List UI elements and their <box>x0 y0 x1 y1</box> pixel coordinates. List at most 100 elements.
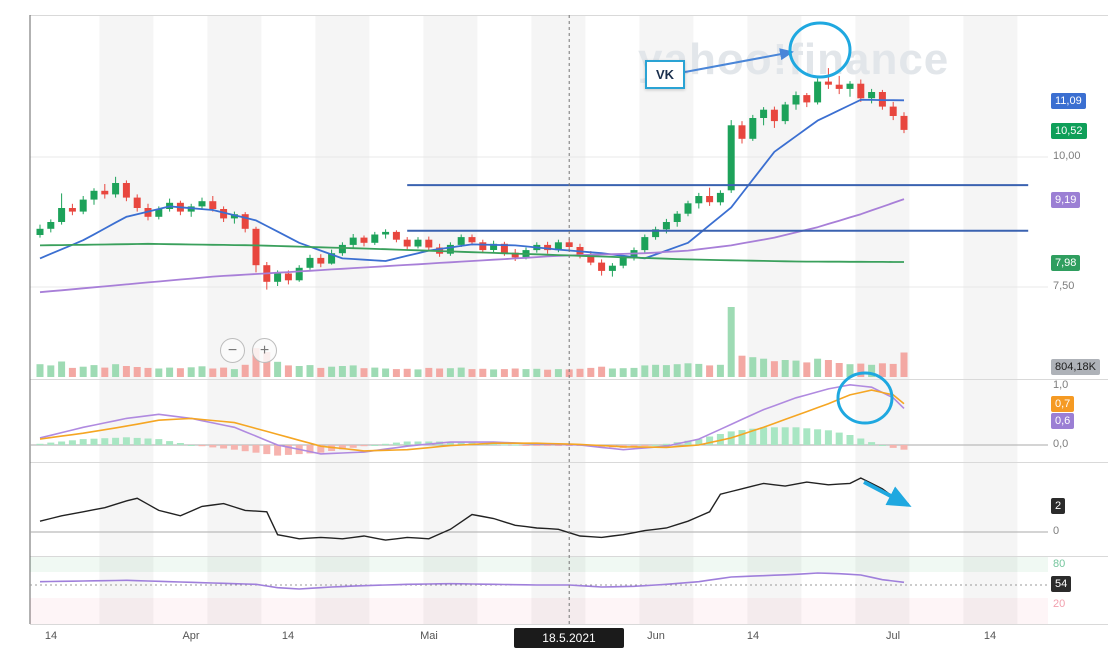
macd-histogram-bar <box>47 442 55 445</box>
volume-bar <box>533 368 541 377</box>
volume-bar <box>554 369 562 377</box>
macd-histogram-bar <box>263 445 271 455</box>
volume-bar <box>436 368 444 377</box>
volume-bar <box>403 368 411 377</box>
macd-histogram-bar <box>900 445 908 450</box>
zoom-in-button[interactable]: + <box>252 338 277 363</box>
volume-bar <box>133 367 141 377</box>
volume-bar <box>457 367 465 377</box>
volume-bar <box>47 365 55 377</box>
candle-body <box>749 118 757 139</box>
macd-histogram-bar <box>878 445 886 446</box>
oscillator-zero-label: 0 <box>1053 525 1060 537</box>
volume-bar <box>425 367 433 377</box>
candlestick-series <box>36 68 908 290</box>
macd-histogram-bar <box>382 443 390 445</box>
volume-bar <box>846 364 854 377</box>
macd-line-tag: 0,6 <box>1051 413 1075 429</box>
volume-bar <box>274 361 282 377</box>
candle-body <box>295 267 303 281</box>
macd-histogram-bar <box>749 428 757 445</box>
macd-histogram-bar <box>122 437 130 445</box>
macd-histogram-bar <box>824 430 832 446</box>
macd-histogram-bar <box>490 443 498 445</box>
week-stripe <box>855 15 910 624</box>
candle-body <box>79 199 87 212</box>
candle-body <box>382 231 390 235</box>
volume-bar <box>598 366 606 377</box>
volume-series <box>36 307 908 377</box>
candle-body <box>835 84 843 89</box>
vk-annotation-label[interactable]: VK <box>645 60 685 89</box>
week-stripe <box>639 15 694 624</box>
candle-body <box>738 125 746 139</box>
candle-body <box>274 273 282 282</box>
macd-histogram-bar <box>144 438 152 445</box>
macd-histogram-bar <box>349 445 357 448</box>
macd-histogram-bar <box>101 438 109 445</box>
candle-body <box>230 214 238 219</box>
macd-line <box>39 383 905 455</box>
gridlines <box>29 15 1108 625</box>
rsi-value-tag: 54 <box>1051 576 1072 592</box>
volume-bar <box>824 360 832 377</box>
week-stripes <box>99 15 1018 624</box>
rsi-line <box>39 572 905 590</box>
volume-bar <box>889 363 897 377</box>
x-axis-tick: Mai <box>420 630 438 642</box>
macd-histogram-bar <box>392 442 400 445</box>
rsi-overbought-band <box>30 557 1048 572</box>
macd-histogram-bar <box>446 441 454 445</box>
candle-body <box>328 253 336 264</box>
macd-histogram-bar <box>500 444 508 446</box>
volume-bar <box>187 367 195 377</box>
candle-body <box>868 92 876 99</box>
volume-bar <box>122 366 130 377</box>
volume-bar <box>608 368 616 377</box>
candle-body <box>889 106 897 116</box>
x-axis-tick: 14 <box>281 630 295 642</box>
macd-histogram-bar <box>781 427 789 445</box>
macd-histogram-bar <box>306 445 314 454</box>
volume-bar <box>587 367 595 377</box>
volume-bar <box>198 366 206 377</box>
macd-histogram-bar <box>760 427 768 445</box>
volume-bar <box>652 364 660 377</box>
macd-histogram-bar <box>630 445 638 447</box>
candle-body <box>824 81 832 85</box>
candle-body <box>403 239 411 247</box>
volume-bar <box>738 355 746 377</box>
macd-histogram-bar <box>522 445 530 446</box>
candle-body <box>371 234 379 243</box>
volume-bar <box>803 362 811 377</box>
zoom-out-button[interactable]: − <box>220 338 245 363</box>
candle-body <box>598 262 606 271</box>
x-axis-tick: 14 <box>44 630 58 642</box>
oscillator-value-tag: 2 <box>1051 498 1066 514</box>
volume-bar <box>511 368 519 377</box>
macd-histogram-bar <box>133 437 141 445</box>
week-stripe <box>99 15 154 624</box>
volume-bar <box>306 365 314 377</box>
candle-body <box>241 214 249 229</box>
volume-bar <box>857 363 865 377</box>
candle-body <box>500 243 508 253</box>
volume-bar <box>349 365 357 377</box>
price-grid-label-10: 10,00 <box>1053 150 1081 162</box>
volume-bar <box>101 367 109 377</box>
candle-body <box>446 244 454 254</box>
volume-bar <box>868 364 876 377</box>
volume-bar <box>565 369 573 377</box>
volume-bar <box>500 369 508 377</box>
volume-bar <box>166 367 174 377</box>
volume-bar <box>176 368 184 377</box>
volume-bar <box>241 364 249 377</box>
macd-histogram-bar <box>209 445 217 448</box>
macd-histogram-bar <box>90 438 98 445</box>
volume-bar <box>252 348 260 377</box>
volume-bar <box>230 369 238 377</box>
x-axis-tick: Jun <box>647 630 665 642</box>
candle-body <box>641 237 649 251</box>
macd-histogram-bar <box>511 444 519 446</box>
